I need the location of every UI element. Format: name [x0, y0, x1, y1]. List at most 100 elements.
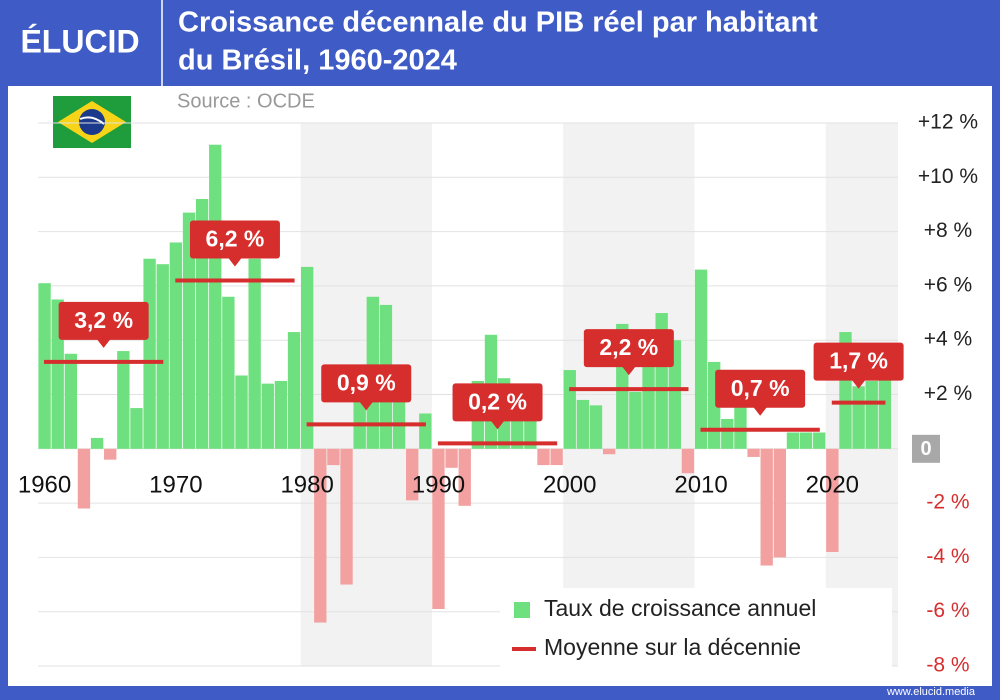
legend-label: Taux de croissance annuel — [544, 595, 816, 621]
average-label: 1,7 % — [829, 348, 888, 374]
average-label: 3,2 % — [74, 307, 133, 333]
bar — [760, 448, 773, 566]
subtitle: Source : OCDE — [177, 90, 315, 112]
bar — [852, 386, 865, 449]
average-label: 0,2 % — [468, 388, 527, 414]
y-tick-label: -6 % — [926, 599, 969, 622]
bar — [721, 418, 734, 449]
chart-title: du Brésil, 1960-2024 — [178, 45, 457, 77]
footer: www.elucid.media — [886, 686, 976, 698]
bar — [878, 367, 892, 449]
y-tick-label: 0 — [920, 438, 931, 460]
bar — [300, 266, 314, 449]
average-label-box — [321, 364, 412, 403]
bar — [550, 448, 563, 466]
bar — [445, 448, 458, 468]
legend-label: Moyenne sur la décennie — [544, 634, 801, 660]
bar — [563, 370, 576, 449]
average-label: 0,9 % — [337, 369, 396, 395]
y-tick-label: +6 % — [924, 273, 972, 296]
legend-box — [500, 588, 892, 670]
bar — [64, 353, 77, 449]
bar — [458, 448, 471, 506]
bar — [826, 448, 839, 552]
average-label-box — [58, 301, 149, 340]
legend-swatch — [514, 602, 530, 618]
y-tick-label: +2 % — [924, 382, 972, 405]
bar — [38, 283, 51, 449]
bar — [406, 448, 419, 501]
y-tick-label: -8 % — [926, 654, 969, 677]
average-label-pointer — [490, 420, 505, 430]
bar — [169, 242, 183, 449]
average-label: 2,2 % — [599, 334, 658, 360]
bar — [813, 432, 826, 449]
bar — [209, 144, 222, 449]
brand-logo: ÉLUCID — [20, 23, 139, 59]
bar — [537, 448, 550, 466]
bar — [432, 448, 445, 609]
x-tick-label: 2010 — [674, 471, 727, 498]
average-label-pointer — [96, 338, 111, 348]
bar — [629, 391, 642, 449]
bar — [90, 437, 104, 449]
average-label-pointer — [621, 366, 636, 376]
chart-title: Croissance décennale du PIB réel par hab… — [178, 7, 818, 39]
bar — [602, 448, 616, 455]
y-tick-label: +4 % — [924, 328, 972, 351]
bar — [287, 332, 301, 449]
average-label-pointer — [227, 257, 242, 267]
bar — [314, 448, 327, 623]
bar — [589, 405, 603, 449]
bar — [773, 448, 787, 558]
average-label-box — [715, 369, 806, 408]
bar — [419, 413, 432, 449]
bar — [274, 380, 288, 449]
y-tick-label: +10 % — [918, 165, 978, 188]
bar — [576, 399, 590, 449]
bar — [681, 448, 695, 474]
x-tick-label: 1980 — [280, 471, 333, 498]
bar — [747, 448, 760, 457]
y-tick-label: +8 % — [924, 219, 972, 242]
x-tick-label: 1970 — [149, 471, 202, 498]
bar — [77, 448, 91, 509]
average-label-box — [189, 220, 280, 259]
average-label-box — [813, 342, 904, 381]
average-label-pointer — [851, 379, 866, 389]
bar — [143, 258, 156, 449]
average-label: 0,7 % — [731, 375, 790, 401]
x-tick-label: 1960 — [18, 471, 71, 498]
bar — [734, 394, 747, 449]
bar — [340, 448, 353, 585]
bar — [786, 432, 800, 449]
average-label-box — [452, 383, 543, 422]
x-tick-label: 2020 — [806, 471, 859, 498]
average-label-box — [583, 329, 674, 368]
average-label-pointer — [359, 401, 374, 411]
bar — [104, 448, 117, 460]
flag — [53, 96, 131, 148]
zero-label-box — [912, 434, 940, 463]
bar — [327, 448, 340, 466]
bar — [182, 212, 196, 449]
y-tick-label: -4 % — [926, 545, 969, 568]
bar — [130, 408, 143, 449]
bar — [865, 380, 878, 449]
bar — [117, 351, 130, 449]
bar — [668, 340, 681, 449]
y-tick-label: -2 % — [926, 491, 969, 514]
bar — [195, 199, 209, 449]
bar — [235, 375, 248, 449]
y-tick-label: +12 % — [918, 111, 978, 134]
bar — [156, 264, 169, 449]
bar — [261, 383, 274, 449]
bar — [222, 296, 235, 449]
bar — [248, 258, 261, 449]
bar — [392, 391, 406, 449]
bar — [799, 432, 813, 449]
average-label-pointer — [753, 406, 768, 416]
bar — [642, 351, 655, 449]
x-tick-label: 1990 — [412, 471, 465, 498]
